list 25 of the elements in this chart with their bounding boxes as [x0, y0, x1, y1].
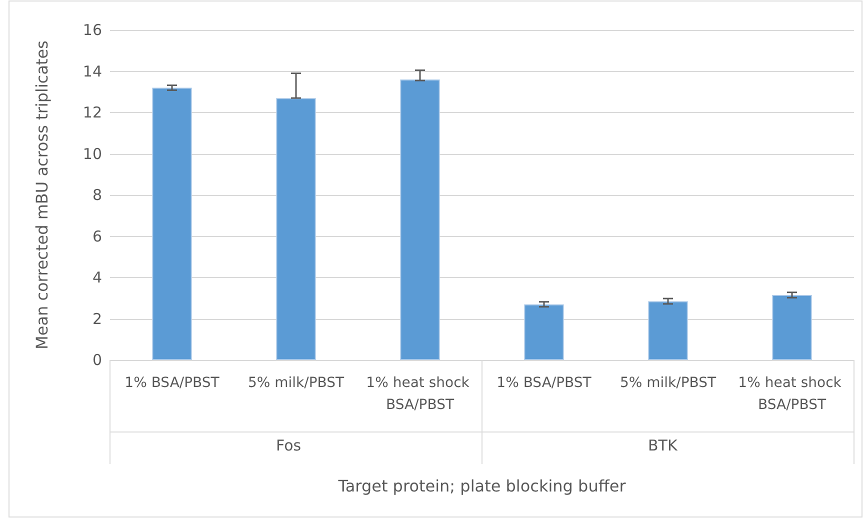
- x-tick-label: 1% heat shock BSA/PBST: [366, 375, 474, 413]
- y-tick-label: 14: [82, 62, 102, 80]
- y-tick-label: 10: [82, 144, 102, 163]
- bar: [276, 98, 316, 360]
- x-tick-label: 1% BSA/PBST: [124, 375, 220, 391]
- y-tick-label: 4: [92, 268, 102, 286]
- bar: [648, 301, 688, 360]
- bar: [524, 304, 564, 360]
- y-tick-label: 8: [92, 186, 102, 204]
- x-tick-label: 5% milk/PBST: [620, 375, 717, 391]
- x-tick-label: 1% BSA/PBST: [496, 375, 592, 391]
- text: BTK: [648, 436, 678, 454]
- y-tick-label: 2: [92, 310, 102, 328]
- y-axis-title: Mean corrected mBU across triplicates: [32, 40, 52, 350]
- x-tick-label: 5% milk/PBST: [248, 375, 345, 391]
- text: Fos: [276, 436, 302, 454]
- x-tick-label: 1% heat shock BSA/PBST: [738, 375, 846, 413]
- bar: [400, 80, 440, 360]
- y-tick-label: 0: [92, 351, 102, 369]
- bar: [772, 295, 812, 360]
- y-tick-label: 12: [82, 104, 102, 122]
- y-tick-label: 6: [92, 227, 102, 246]
- x-axis-title: Target protein; plate blocking buffer: [337, 476, 626, 496]
- bar: [152, 88, 192, 360]
- y-tick-label: 16: [82, 21, 102, 39]
